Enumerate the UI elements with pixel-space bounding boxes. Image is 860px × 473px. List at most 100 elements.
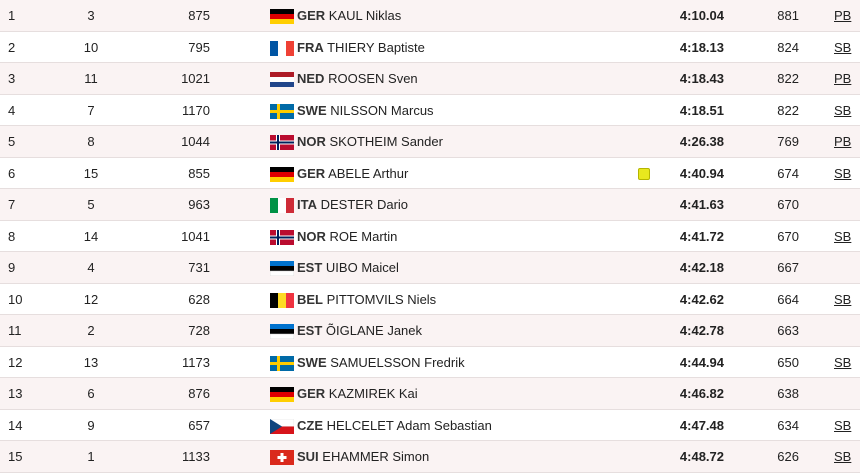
result-row: 11 2 728 EST ÕIGLANE Janek 4:42.78 663 bbox=[0, 315, 860, 347]
rank: 9 bbox=[8, 260, 16, 276]
points: 667 bbox=[777, 260, 799, 276]
athlete-name: SAMUELSSON Fredrik bbox=[330, 354, 465, 370]
flag bbox=[270, 198, 294, 214]
time: 4:42.78 bbox=[679, 323, 724, 339]
points: 769 bbox=[777, 134, 799, 150]
bib: 1044 bbox=[181, 134, 210, 150]
athlete-name: KAZMIREK Kai bbox=[328, 386, 418, 402]
athlete-name: KAUL Niklas bbox=[328, 8, 402, 23]
result-row: 5 8 1044 NOR SKOTHEIM Sander 4:26.38 769 PB bbox=[0, 126, 860, 158]
rank: 13 bbox=[8, 386, 23, 402]
athlete: SWE SAMUELSSON Fredrik bbox=[297, 347, 465, 378]
order: 12 bbox=[83, 291, 99, 307]
flag bbox=[270, 40, 294, 56]
bib: 1041 bbox=[181, 228, 210, 244]
time: 4:41.72 bbox=[679, 228, 724, 244]
time: 4:41.63 bbox=[679, 197, 724, 213]
athlete-name: DESTER Dario bbox=[320, 197, 409, 213]
bib: 728 bbox=[188, 323, 210, 339]
rank: 3 bbox=[8, 71, 16, 87]
bib: 628 bbox=[188, 291, 210, 307]
time: 4:48.72 bbox=[679, 449, 724, 465]
athlete-name: HELCELET Adam Sebastian bbox=[326, 417, 492, 433]
note: SB bbox=[834, 39, 852, 55]
country-code: BEL bbox=[297, 291, 323, 307]
result-row: 7 5 963 ITA DESTER Dario 4:41.63 670 bbox=[0, 189, 860, 221]
note: SB bbox=[834, 165, 852, 181]
order: 5 bbox=[87, 197, 95, 213]
bib: 795 bbox=[188, 39, 210, 55]
order: 13 bbox=[83, 354, 99, 370]
order: 4 bbox=[87, 260, 95, 276]
result-row: 10 12 628 BEL PITTOMVILS Niels 4:42.62 664 SB bbox=[0, 284, 860, 316]
athlete: SUI EHAMMER Simon bbox=[297, 441, 429, 472]
result-row: 14 9 657 CZE HELCELET Adam Sebastian 4:47.48… bbox=[0, 410, 860, 442]
order: 8 bbox=[87, 134, 95, 150]
result-row: 12 13 1173 SWE SAMUELSSON Fredrik 4:44.94 650… bbox=[0, 347, 860, 379]
country-code: EST bbox=[297, 260, 323, 276]
country-code: SUI bbox=[297, 449, 319, 465]
athlete: SWE NILSSON Marcus bbox=[297, 95, 434, 126]
order: 3 bbox=[87, 8, 95, 23]
points: 664 bbox=[777, 291, 799, 307]
note: PB bbox=[834, 71, 852, 87]
flag bbox=[270, 261, 294, 277]
result-row: 6 15 855 GER ABELE Arthur 4:40.94 674 SB bbox=[0, 158, 860, 190]
note: SB bbox=[834, 102, 852, 118]
athlete: ITA DESTER Dario bbox=[297, 189, 408, 220]
athlete-name: ABELE Arthur bbox=[328, 165, 409, 181]
flag bbox=[270, 72, 294, 88]
flag bbox=[270, 9, 294, 24]
note: SB bbox=[834, 417, 852, 433]
athlete: NOR ROE Martin bbox=[297, 221, 397, 252]
order: 2 bbox=[87, 323, 95, 339]
points: 626 bbox=[777, 449, 799, 465]
athlete: EST ÕIGLANE Janek bbox=[297, 315, 422, 346]
country-code: NOR bbox=[297, 134, 326, 150]
country-code: NED bbox=[297, 71, 325, 87]
order: 6 bbox=[87, 386, 95, 402]
time: 4:42.18 bbox=[679, 260, 724, 276]
flag bbox=[270, 292, 294, 308]
note: PB bbox=[834, 134, 852, 150]
time: 4:18.43 bbox=[679, 71, 724, 87]
time: 4:10.04 bbox=[679, 8, 724, 23]
bib: 855 bbox=[188, 165, 210, 181]
country-code: SWE bbox=[297, 102, 327, 118]
points: 824 bbox=[777, 39, 799, 55]
time: 4:47.48 bbox=[679, 417, 724, 433]
result-row: 2 10 795 FRA THIERY Baptiste 4:18.13 824 SB bbox=[0, 32, 860, 64]
bib: 1173 bbox=[182, 354, 210, 370]
bib: 1133 bbox=[182, 449, 210, 465]
order: 10 bbox=[83, 39, 99, 55]
points: 663 bbox=[777, 323, 799, 339]
note: SB bbox=[834, 354, 852, 370]
rank: 11 bbox=[8, 323, 22, 339]
athlete-name: NILSSON Marcus bbox=[330, 102, 434, 118]
flag bbox=[270, 324, 294, 340]
country-code: NOR bbox=[297, 228, 326, 244]
bib: 1170 bbox=[182, 102, 210, 118]
country-code: GER bbox=[297, 386, 326, 402]
athlete: NED ROOSEN Sven bbox=[297, 63, 418, 94]
order: 15 bbox=[83, 165, 99, 181]
yellow-card bbox=[638, 167, 650, 180]
note: SB bbox=[834, 449, 852, 465]
flag bbox=[270, 166, 294, 182]
athlete-name: PITTOMVILS Niels bbox=[326, 291, 437, 307]
bib: 1021 bbox=[181, 71, 210, 87]
athlete: CZE HELCELET Adam Sebastian bbox=[297, 410, 492, 441]
order: 9 bbox=[87, 417, 95, 433]
athlete: FRA THIERY Baptiste bbox=[297, 32, 425, 63]
bib: 657 bbox=[188, 417, 210, 433]
rank: 2 bbox=[8, 39, 16, 55]
athlete: EST UIBO Maicel bbox=[297, 252, 399, 283]
rank: 14 bbox=[8, 417, 23, 433]
bib: 731 bbox=[188, 260, 210, 276]
country-code: SWE bbox=[297, 354, 327, 370]
flag bbox=[270, 229, 294, 245]
order: 1 bbox=[87, 449, 95, 465]
time: 4:40.94 bbox=[679, 165, 724, 181]
flag bbox=[270, 387, 294, 403]
